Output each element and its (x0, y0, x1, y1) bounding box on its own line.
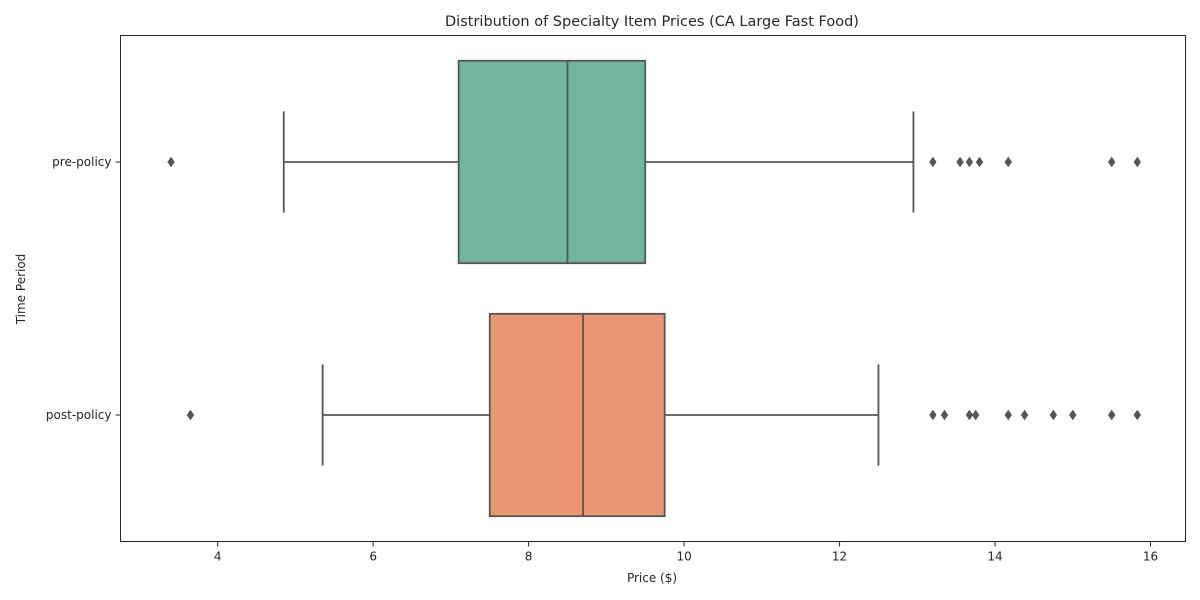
outlier-point (1004, 156, 1012, 168)
outlier-point (1004, 409, 1012, 421)
outlier-point (956, 156, 964, 168)
x-tick-label: 4 (214, 550, 222, 564)
outlier-point (1107, 409, 1116, 421)
outlier-point (975, 156, 984, 168)
outlier-point (929, 156, 937, 168)
x-tick-label: 8 (525, 550, 533, 564)
outlier-point (965, 156, 974, 168)
y-axis-label: Time Period (14, 254, 28, 326)
plot-area-frame (120, 35, 1186, 542)
outlier-point (1133, 409, 1141, 421)
outlier-point (940, 409, 949, 421)
y-tick-label: post-policy (46, 408, 112, 422)
outlier-point (971, 409, 980, 421)
x-tick-label: 6 (369, 550, 377, 564)
outlier-point (1069, 409, 1077, 421)
chart-title: Distribution of Specialty Item Prices (C… (445, 14, 859, 30)
y-tick-label: pre-policy (52, 155, 111, 169)
x-axis: 4 6 8 10 12 14 16 (214, 541, 1158, 564)
outlier-point (1049, 409, 1058, 421)
x-axis-label: Price ($) (627, 571, 677, 585)
outlier-point (1133, 156, 1141, 168)
outlier-point (1107, 156, 1116, 168)
outlier-point (965, 409, 974, 421)
box-group-pre-policy (167, 59, 1141, 265)
x-tick-label: 16 (1143, 550, 1158, 564)
outlier-point (929, 409, 937, 421)
iqr-box (457, 59, 647, 265)
outlier-point (1020, 409, 1029, 421)
x-tick-label: 10 (676, 550, 691, 564)
x-tick-label: 14 (987, 550, 1002, 564)
x-tick-label: 12 (832, 550, 847, 564)
iqr-box (488, 312, 666, 518)
chart-marks (167, 59, 1141, 518)
outlier-point (167, 156, 175, 168)
box-group-post-policy (186, 312, 1141, 518)
y-axis: pre-policy post-policy (46, 155, 121, 422)
outlier-point (186, 409, 195, 421)
